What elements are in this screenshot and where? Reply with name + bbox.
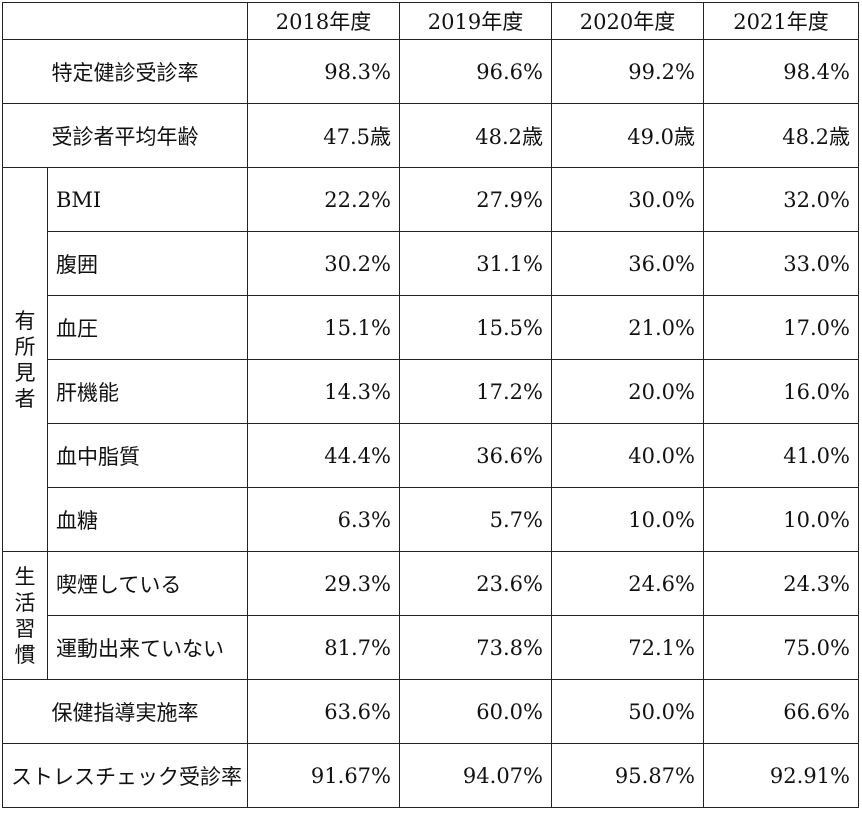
row-label: 腹囲	[47, 231, 248, 296]
row-label: 保健指導実施率	[2, 679, 248, 744]
row-label: BMI	[47, 167, 248, 232]
table-row: 有 所 見 者 BMI 22.2% 27.9% 30.0% 32.0%	[2, 167, 859, 552]
value-cell: 48.2歳	[703, 103, 859, 168]
table-row: 肝機能 14.3% 17.2% 20.0% 16.0%	[3, 359, 859, 424]
value-cell: 10.0%	[703, 487, 859, 552]
row-label: 肝機能	[47, 359, 248, 424]
value-cell: 5.7%	[399, 487, 552, 552]
value-cell: 49.0歳	[551, 103, 704, 168]
table-row: 特定健診受診率 98.3% 96.6% 99.2% 98.4%	[2, 39, 859, 104]
value-cell: 98.4%	[703, 39, 859, 104]
value-cell: 72.1%	[551, 615, 704, 680]
value-cell: 24.6%	[551, 551, 704, 616]
value-cell: 44.4%	[247, 423, 400, 488]
value-cell: 29.3%	[247, 551, 400, 616]
row-label: 特定健診受診率	[2, 39, 248, 104]
value-cell: 31.1%	[399, 231, 552, 296]
table-row: 保健指導実施率 63.6% 60.0% 50.0% 66.6%	[2, 679, 859, 744]
header-row: 2018年度 2019年度 2020年度 2021年度	[2, 2, 859, 40]
value-cell: 15.1%	[247, 295, 400, 360]
value-cell: 20.0%	[551, 359, 704, 424]
row-label: 血圧	[47, 295, 248, 360]
value-cell: 96.6%	[399, 39, 552, 104]
value-cell: 63.6%	[247, 679, 400, 744]
value-cell: 17.2%	[399, 359, 552, 424]
group-label-char: 有	[14, 308, 36, 333]
value-cell: 21.0%	[551, 295, 704, 360]
value-cell: 91.67%	[247, 743, 400, 808]
health-statistics-table: 2018年度 2019年度 2020年度 2021年度 特定健診受診率 98.3…	[2, 2, 859, 808]
value-cell: 17.0%	[703, 295, 859, 360]
table-row: ストレスチェック受診率 91.67% 94.07% 95.87% 92.91%	[2, 743, 859, 808]
value-cell: 16.0%	[703, 359, 859, 424]
value-cell: 32.0%	[703, 167, 859, 232]
value-cell: 10.0%	[551, 487, 704, 552]
value-cell: 75.0%	[703, 615, 859, 680]
value-cell: 30.2%	[247, 231, 400, 296]
value-cell: 92.91%	[703, 743, 859, 808]
value-cell: 22.2%	[247, 167, 400, 232]
value-cell: 27.9%	[399, 167, 552, 232]
group-label-char: 慣	[14, 642, 36, 667]
value-cell: 73.8%	[399, 615, 552, 680]
value-cell: 60.0%	[399, 679, 552, 744]
value-cell: 41.0%	[703, 423, 859, 488]
table-row: 血圧 15.1% 15.5% 21.0% 17.0%	[3, 295, 859, 360]
value-cell: 30.0%	[551, 167, 704, 232]
group-label-char: 習	[14, 616, 36, 641]
value-cell: 81.7%	[247, 615, 400, 680]
value-cell: 15.5%	[399, 295, 552, 360]
group-label-char: 見	[14, 360, 36, 385]
row-label: 受診者平均年齢	[2, 103, 248, 168]
table-row: 運動出来ていない 81.7% 73.8% 72.1% 75.0%	[3, 615, 859, 680]
row-label: 血中脂質	[47, 423, 248, 488]
row-label: 運動出来ていない	[47, 615, 248, 680]
value-cell: 24.3%	[703, 551, 859, 616]
group-label-char: 所	[14, 334, 36, 359]
year-header: 2020年度	[551, 2, 704, 40]
value-cell: 98.3%	[247, 39, 400, 104]
row-label: 血糖	[47, 487, 248, 552]
value-cell: 36.0%	[551, 231, 704, 296]
value-cell: 40.0%	[551, 423, 704, 488]
value-cell: 48.2歳	[399, 103, 552, 168]
value-cell: 47.5歳	[247, 103, 400, 168]
table-row: 血糖 6.3% 5.7% 10.0% 10.0%	[3, 487, 859, 552]
year-header: 2018年度	[247, 2, 400, 40]
group-label-char: 生	[14, 564, 36, 589]
group-label-char: 活	[14, 590, 36, 615]
value-cell: 23.6%	[399, 551, 552, 616]
table-row: 血中脂質 44.4% 36.6% 40.0% 41.0%	[3, 423, 859, 488]
table-row: 腹囲 30.2% 31.1% 36.0% 33.0%	[3, 231, 859, 296]
value-cell: 6.3%	[247, 487, 400, 552]
corner-cell	[2, 2, 248, 40]
year-header: 2021年度	[703, 2, 859, 40]
value-cell: 66.6%	[703, 679, 859, 744]
findings-group-label: 有 所 見 者	[2, 167, 48, 552]
row-label: 喫煙している	[47, 551, 248, 616]
value-cell: 33.0%	[703, 231, 859, 296]
group-label-char: 者	[14, 386, 36, 411]
value-cell: 95.87%	[551, 743, 704, 808]
table-row: 生 活 習 慣 喫煙している 29.3% 23.6% 24.6% 24.3%	[2, 551, 859, 680]
value-cell: 14.3%	[247, 359, 400, 424]
value-cell: 36.6%	[399, 423, 552, 488]
value-cell: 99.2%	[551, 39, 704, 104]
year-header: 2019年度	[399, 2, 552, 40]
value-cell: 94.07%	[399, 743, 552, 808]
row-label: ストレスチェック受診率	[2, 743, 248, 808]
value-cell: 50.0%	[551, 679, 704, 744]
table-row: 受診者平均年齢 47.5歳 48.2歳 49.0歳 48.2歳	[2, 103, 859, 168]
lifestyle-group-label: 生 活 習 慣	[2, 551, 48, 680]
